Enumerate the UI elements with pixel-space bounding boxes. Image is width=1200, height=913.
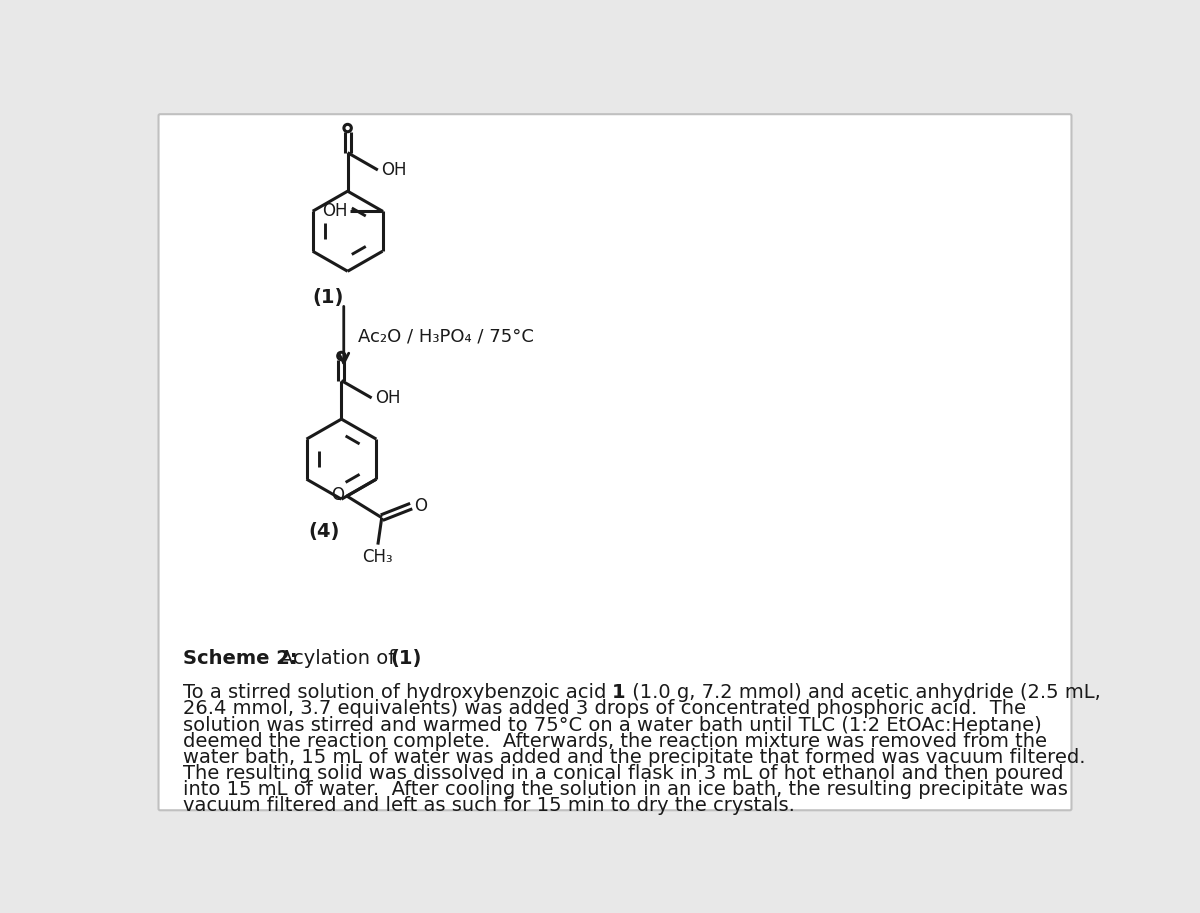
Text: Ac₂O / H₃PO₄ / 75°C: Ac₂O / H₃PO₄ / 75°C <box>358 328 534 345</box>
Text: 1: 1 <box>612 683 626 702</box>
Text: Acylation of: Acylation of <box>281 649 402 668</box>
Text: Scheme 2:: Scheme 2: <box>182 649 298 668</box>
Text: vacuum filtered and left as such for 15 min to dry the crystals.: vacuum filtered and left as such for 15 … <box>182 796 794 815</box>
Text: O: O <box>331 486 343 504</box>
Text: water bath, 15 mL of water was added and the precipitate that formed was vacuum : water bath, 15 mL of water was added and… <box>182 748 1085 767</box>
Text: 26.4 mmol, 3.7 equivalents) was added 3 drops of concentrated phosphoric acid.  : 26.4 mmol, 3.7 equivalents) was added 3 … <box>182 699 1026 719</box>
Text: CH₃: CH₃ <box>362 548 394 566</box>
Text: The resulting solid was dissolved in a conical flask in 3 mL of hot ethanol and : The resulting solid was dissolved in a c… <box>182 764 1063 783</box>
Text: O: O <box>414 497 427 515</box>
Text: OH: OH <box>374 389 401 407</box>
Text: (1): (1) <box>390 649 421 668</box>
Text: OH: OH <box>322 202 348 220</box>
Text: solution was stirred and warmed to 75°C on a water bath until TLC (1:2 EtOAc:Hep: solution was stirred and warmed to 75°C … <box>182 716 1042 735</box>
Text: To a stirred solution of hydroxybenzoic acid: To a stirred solution of hydroxybenzoic … <box>182 683 612 702</box>
Text: OH: OH <box>380 161 407 179</box>
Text: deemed the reaction complete.  Afterwards, the reaction mixture was removed from: deemed the reaction complete. Afterwards… <box>182 731 1046 750</box>
FancyBboxPatch shape <box>158 114 1072 810</box>
Text: (1): (1) <box>313 289 344 307</box>
Text: into 15 mL of water.  After cooling the solution in an ice bath, the resulting p: into 15 mL of water. After cooling the s… <box>182 781 1068 799</box>
Text: (4): (4) <box>308 522 341 541</box>
Text: (1.0 g, 7.2 mmol) and acetic anhydride (2.5 mL,: (1.0 g, 7.2 mmol) and acetic anhydride (… <box>626 683 1100 702</box>
